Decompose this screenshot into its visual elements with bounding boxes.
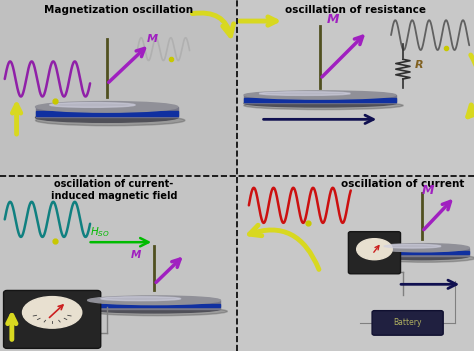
Ellipse shape: [384, 244, 441, 248]
Ellipse shape: [244, 91, 396, 99]
Ellipse shape: [50, 102, 135, 107]
Ellipse shape: [36, 115, 185, 126]
Bar: [244, 99, 396, 102]
Ellipse shape: [36, 101, 178, 112]
Ellipse shape: [36, 113, 178, 122]
Ellipse shape: [374, 252, 469, 260]
FancyBboxPatch shape: [348, 232, 401, 274]
Bar: [88, 304, 220, 307]
Ellipse shape: [23, 297, 82, 328]
FancyBboxPatch shape: [372, 311, 443, 335]
Bar: [244, 95, 396, 103]
Bar: [374, 248, 469, 256]
Ellipse shape: [244, 100, 396, 107]
Ellipse shape: [374, 244, 469, 252]
Text: oscillation of current-
induced magnetic field: oscillation of current- induced magnetic…: [51, 179, 177, 201]
Ellipse shape: [259, 92, 350, 95]
Text: Magnetization oscillation: Magnetization oscillation: [44, 5, 193, 15]
Bar: [374, 251, 469, 254]
Ellipse shape: [88, 305, 220, 313]
Ellipse shape: [88, 307, 228, 316]
Text: Battery: Battery: [393, 318, 422, 327]
Bar: [36, 111, 178, 115]
FancyBboxPatch shape: [4, 291, 100, 348]
Bar: [36, 107, 178, 118]
Text: M: M: [422, 184, 434, 197]
Text: $H_{SO}$: $H_{SO}$: [90, 225, 110, 239]
Ellipse shape: [375, 254, 474, 262]
Text: M: M: [327, 13, 339, 26]
Text: R: R: [415, 60, 423, 71]
Ellipse shape: [244, 101, 403, 110]
Ellipse shape: [101, 297, 181, 301]
Text: M: M: [147, 34, 158, 44]
Ellipse shape: [88, 296, 220, 305]
Ellipse shape: [357, 239, 392, 260]
Text: oscillation of current: oscillation of current: [341, 179, 465, 189]
Text: M: M: [130, 250, 141, 260]
Text: oscillation of resistance: oscillation of resistance: [285, 5, 426, 15]
Bar: [88, 300, 220, 309]
